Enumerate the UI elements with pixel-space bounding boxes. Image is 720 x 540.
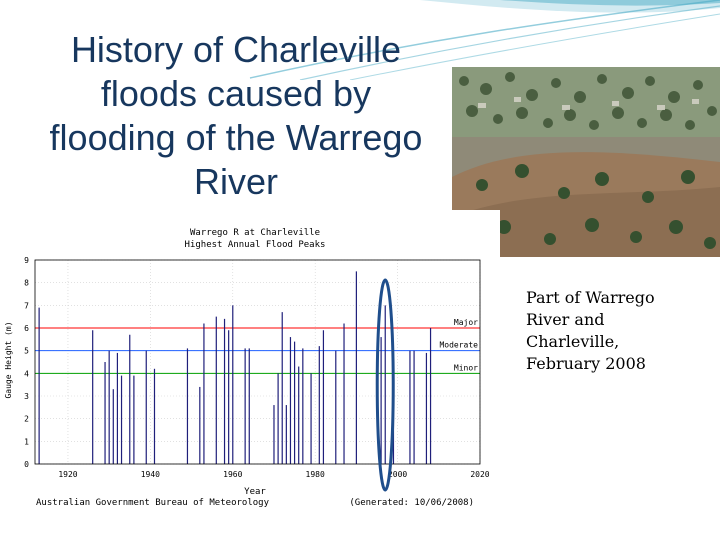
threshold-label-minor: Minor [454,363,478,372]
y-tick-label: 6 [24,324,29,333]
highlight-ellipse-group [375,278,395,492]
title-line: River [193,161,278,202]
title-line: flooding of the Warrego [49,117,423,158]
photo-caption: Part of Warrego River and Charleville, F… [526,287,706,375]
y-tick-label: 9 [24,256,29,265]
chart-title-line: Highest Annual Flood Peaks [185,240,326,250]
x-tick-label: 2000 [388,470,407,479]
x-tick-label: 2020 [470,470,489,479]
y-tick-label: 1 [24,437,29,446]
y-tick-label: 2 [24,415,29,424]
y-tick-label: 3 [24,392,29,401]
y-tick-label: 4 [24,369,29,378]
y-axis-label: Gauge Height (m) [4,321,13,398]
chart-title-line: Warrego R at Charleville [190,228,320,238]
caption-line: February 2008 [526,354,646,373]
flood-peaks-chart: Warrego R at Charleville Highest Annual … [0,210,500,510]
plot-frame [34,259,481,465]
chart-axes: 0 1 2 3 4 5 6 7 8 9 1920 1940 1960 1980 2000 2020 [24,256,490,479]
highlight-ellipse [375,278,395,492]
caption-line: Charleville, [526,332,620,351]
x-tick-label: 1920 [58,470,77,479]
threshold-label-moderate: Moderate [439,341,478,350]
header-swoosh [249,0,720,80]
y-tick-label: 7 [24,301,29,310]
x-tick-label: 1960 [223,470,242,479]
caption-line: River and [526,310,605,329]
y-tick-label: 0 [24,460,29,469]
chart-footer-generated: (Generated: 10/06/2008) [349,498,474,508]
caption-line: Part of Warrego [526,288,655,307]
x-tick-label: 1940 [141,470,160,479]
title-line: History of Charleville [70,29,402,70]
threshold-label-major: Major [454,318,478,327]
chart-footer-source: Australian Government Bureau of Meteorol… [36,498,270,508]
x-tick-label: 1980 [306,470,325,479]
x-axis-label: Year [244,487,266,497]
y-tick-label: 5 [24,347,29,356]
y-tick-label: 8 [24,279,29,288]
slide-title: History of Charleville floods caused by … [22,28,450,204]
title-line: floods caused by [100,73,372,114]
